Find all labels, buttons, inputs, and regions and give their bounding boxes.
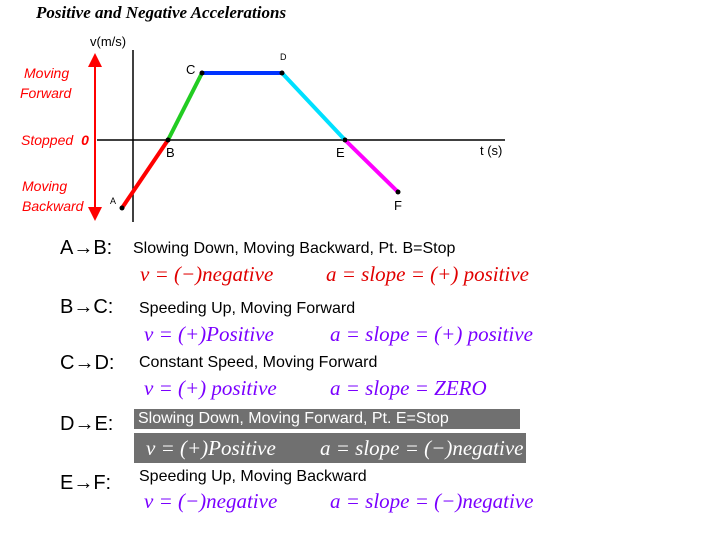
velocity-ef: v = (−)negative [144, 489, 278, 513]
velocity-cd: v = (+) positive [144, 376, 277, 400]
point-c-dot [199, 70, 205, 76]
point-b-label: B [166, 145, 175, 160]
velocity-bc: v = (+)Positive [144, 322, 274, 346]
description-ef: Speeding Up, Moving Backward [139, 468, 367, 485]
point-f-label: F [394, 198, 402, 213]
acceleration-ef: a = slope = (−)negative [330, 489, 534, 513]
acceleration-ab: a = slope = (+) positive [326, 262, 529, 286]
point-e-label: E [336, 145, 345, 160]
description-de: Slowing Down, Moving Forward, Pt. E=Stop [134, 409, 520, 429]
point-d-dot [279, 70, 285, 76]
acceleration-bc: a = slope = (+) positive [330, 322, 533, 346]
point-b-dot [165, 137, 171, 143]
description-bc: Speeding Up, Moving Forward [139, 300, 356, 317]
label-moving-forward: Moving Forward [20, 65, 72, 101]
segment-label-ab: A→B: [60, 237, 113, 259]
velocity-time-graph [88, 50, 505, 222]
segment-ab [120, 138, 170, 210]
label-moving-backward: Moving Backward [22, 178, 84, 214]
segment-label-cd: C→D: [60, 352, 115, 374]
segment-label-ef: E→F: [60, 472, 112, 494]
segment-label-bc: B→C: [60, 296, 114, 318]
segment-bc [166, 72, 204, 141]
zero-label: 0 [81, 132, 89, 148]
label-stopped: Stopped 0 [21, 132, 89, 148]
description-ab: Slowing Down, Moving Backward, Pt. B=Sto… [133, 240, 456, 257]
y-axis-label: v(m/s) [90, 34, 127, 49]
acceleration-de: a = slope = (−)negative [320, 436, 524, 460]
equation-bar-de [134, 433, 526, 463]
acceleration-cd: a = slope = ZERO [330, 376, 487, 400]
segment-label-de: D→E: [60, 413, 114, 435]
point-c-label: C [186, 62, 196, 77]
segment-ef [343, 138, 400, 194]
velocity-ab: v = (−)negative [140, 262, 274, 286]
page-title: Positive and Negative Accelerations [36, 3, 287, 22]
x-axis-label: t (s) [480, 143, 503, 158]
description-cd: Constant Speed, Moving Forward [139, 354, 378, 371]
point-a-label: A [110, 196, 117, 206]
point-f-dot [395, 189, 401, 195]
point-e-dot [342, 137, 348, 143]
velocity-de: v = (+)Positive [146, 436, 276, 460]
segment-de [280, 71, 347, 142]
point-a-dot [119, 205, 125, 211]
point-d-label: D [280, 52, 287, 62]
